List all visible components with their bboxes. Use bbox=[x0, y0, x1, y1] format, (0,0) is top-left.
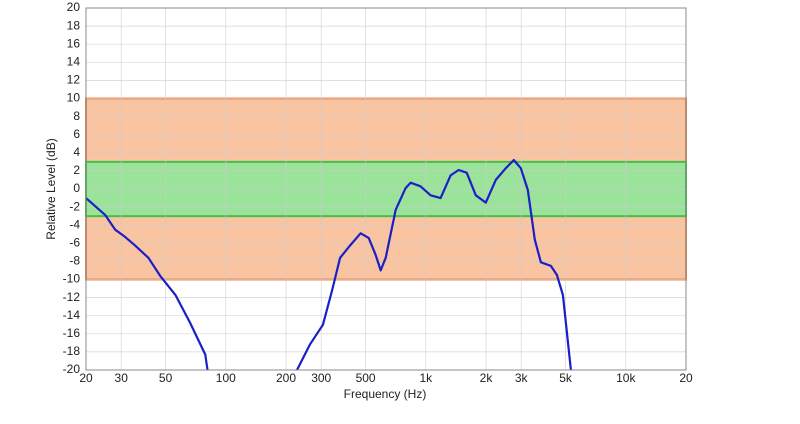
y-tick-label: -18 bbox=[63, 344, 81, 358]
y-tick-label: 10 bbox=[67, 91, 81, 105]
x-tick-label: 1k bbox=[419, 371, 433, 385]
x-axis-label: Frequency (Hz) bbox=[344, 387, 427, 401]
x-tick-label: 30 bbox=[115, 371, 129, 385]
x-tick-label: 2k bbox=[480, 371, 494, 385]
x-tick-label: 50 bbox=[159, 371, 173, 385]
x-tick-label: 20 bbox=[679, 371, 693, 385]
y-tick-label: 12 bbox=[67, 73, 81, 87]
y-tick-label: 8 bbox=[73, 109, 80, 123]
x-tick-label: 10k bbox=[616, 371, 636, 385]
x-tick-label: 5k bbox=[559, 371, 573, 385]
y-tick-label: -12 bbox=[63, 290, 81, 304]
x-tick-label: 3k bbox=[515, 371, 529, 385]
y-tick-label: -4 bbox=[69, 217, 80, 231]
x-tick-label: 200 bbox=[276, 371, 296, 385]
y-tick-label: -10 bbox=[63, 272, 81, 286]
y-tick-label: -2 bbox=[69, 199, 80, 213]
plot-frame bbox=[85, 7, 687, 371]
y-tick-label: 18 bbox=[67, 18, 81, 32]
y-tick-label: -16 bbox=[63, 326, 81, 340]
y-tick-label: -6 bbox=[69, 235, 80, 249]
y-tick-label: 14 bbox=[67, 54, 81, 68]
y-tick-label: 2 bbox=[73, 163, 80, 177]
y-axis-label: Relative Level (dB) bbox=[44, 138, 58, 239]
line bbox=[85, 158, 572, 371]
x-tick-label: 20 bbox=[79, 371, 93, 385]
y-tick-label: 20 bbox=[67, 0, 81, 14]
x-tick-label: 100 bbox=[216, 371, 236, 385]
y-tick-label: -20 bbox=[63, 362, 81, 376]
y-tick-label: -8 bbox=[69, 254, 80, 268]
x-tick-label: 300 bbox=[311, 371, 331, 385]
y-tick-label: 4 bbox=[73, 145, 80, 159]
y-tick-label: 6 bbox=[73, 127, 80, 141]
x-tick-label: 500 bbox=[356, 371, 376, 385]
y-tick-label: -14 bbox=[63, 308, 81, 322]
y-tick-label: 16 bbox=[67, 36, 81, 50]
y-tick-label: 0 bbox=[73, 181, 80, 195]
